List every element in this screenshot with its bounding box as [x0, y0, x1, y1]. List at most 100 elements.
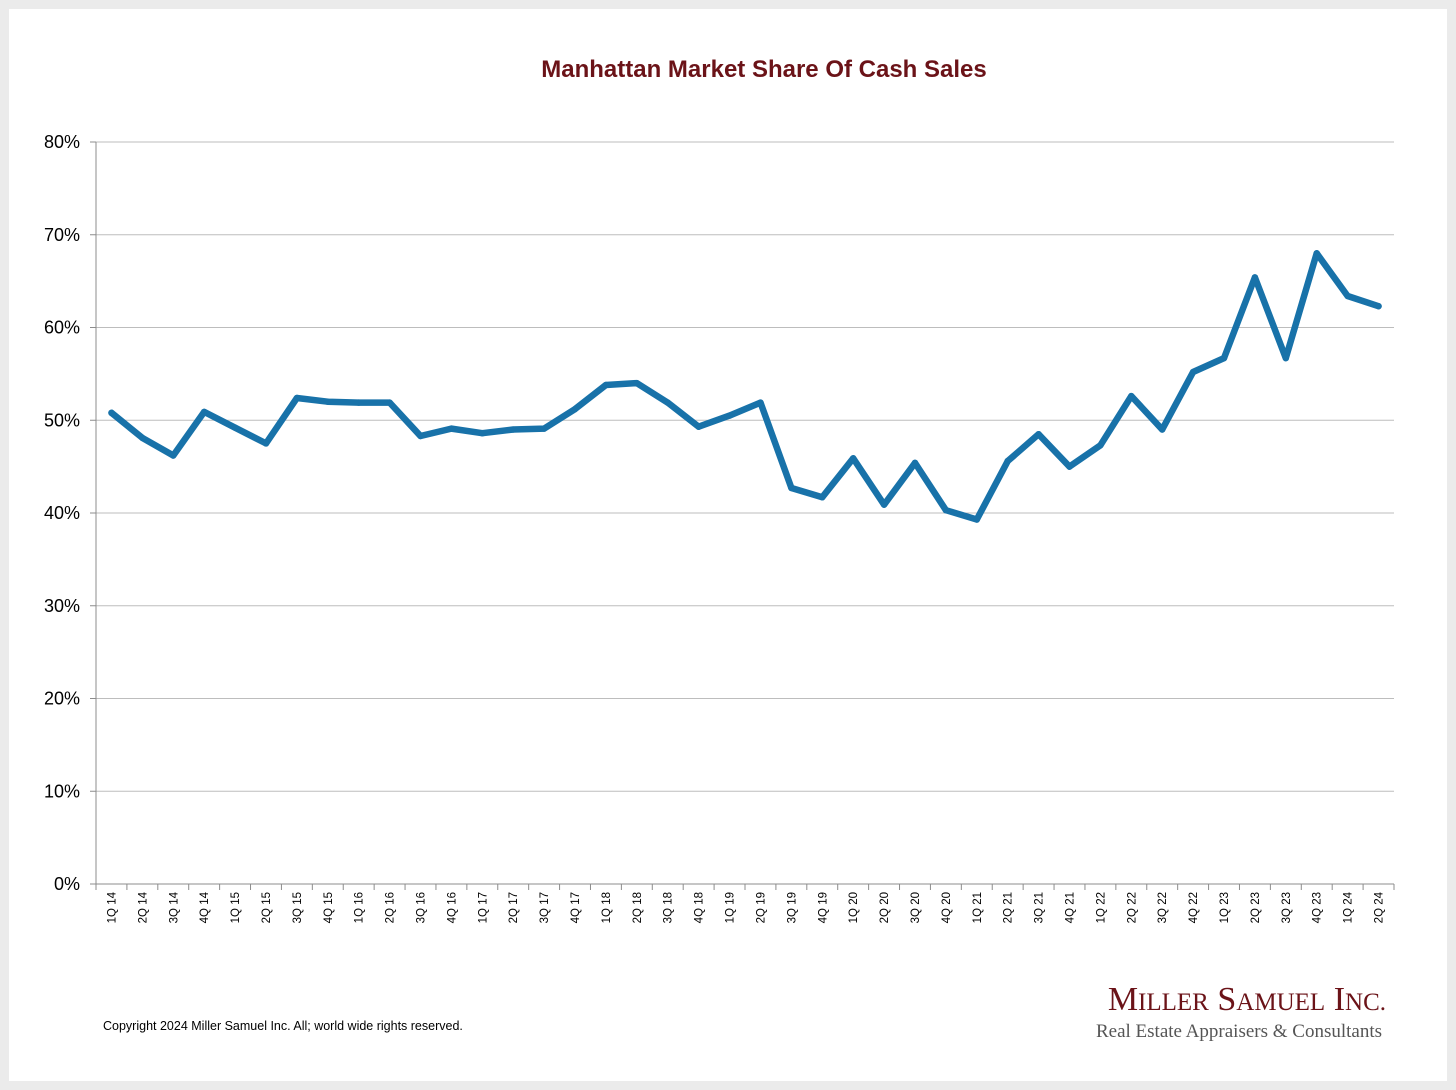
data-point — [1282, 354, 1290, 362]
y-tick-label: 60% — [44, 318, 80, 338]
x-tick-label: 1Q 16 — [354, 892, 366, 923]
x-tick-label: 1Q 18 — [601, 892, 613, 923]
data-point — [324, 398, 331, 405]
x-tick-label: 4Q 18 — [694, 892, 706, 923]
x-tick-label: 1Q 19 — [725, 892, 737, 923]
y-tick-label: 80% — [44, 132, 80, 152]
data-point — [417, 432, 424, 440]
data-point — [1375, 302, 1382, 310]
x-tick-label: 2Q 17 — [508, 892, 520, 923]
data-point — [1313, 250, 1320, 257]
y-tick-label: 50% — [44, 410, 80, 430]
y-tick-label: 10% — [44, 781, 80, 801]
data-point — [1251, 274, 1259, 281]
x-tick-label: 4Q 19 — [817, 892, 829, 923]
x-tick-label: 4Q 17 — [570, 892, 582, 923]
x-tick-label: 4Q 20 — [941, 892, 953, 923]
x-tick-label: 1Q 22 — [1095, 892, 1107, 923]
data-point — [510, 426, 517, 433]
data-point — [880, 501, 888, 508]
x-tick-label: 1Q 14 — [106, 891, 118, 923]
data-point — [1189, 368, 1197, 376]
y-tick-label: 30% — [44, 596, 80, 616]
data-point — [633, 379, 641, 387]
y-tick-label: 70% — [44, 225, 80, 245]
x-tick-label: 4Q 15 — [323, 892, 335, 923]
x-tick-label: 3Q 22 — [1157, 892, 1169, 923]
data-point — [1344, 292, 1351, 300]
x-tick-label: 3Q 23 — [1281, 892, 1293, 923]
y-tick-label: 40% — [44, 503, 80, 523]
x-tick-label: 2Q 15 — [261, 892, 273, 923]
data-point — [819, 494, 826, 501]
x-tick-label: 1Q 20 — [848, 892, 860, 923]
series-group — [108, 250, 1382, 523]
data-point — [1004, 457, 1011, 465]
data-point — [849, 455, 857, 462]
x-tick-label: 1Q 21 — [972, 892, 984, 923]
data-point — [139, 434, 146, 442]
x-tick-label: 3Q 21 — [1034, 892, 1046, 923]
data-point — [386, 399, 393, 406]
logo-subtitle: Real Estate Appraisers & Consultants — [1096, 1021, 1382, 1042]
x-tick-label: 1Q 15 — [230, 892, 242, 923]
logo-title: MILLER SAMUEL INC. — [1108, 981, 1386, 1018]
x-tick-label: 2Q 24 — [1374, 891, 1386, 923]
copyright-text: Copyright 2024 Miller Samuel Inc. All; w… — [103, 1019, 463, 1033]
axes — [90, 141, 1395, 890]
x-tick-label: 3Q 16 — [416, 892, 428, 923]
data-point — [231, 424, 239, 431]
x-tick-label: 4Q 23 — [1312, 892, 1324, 923]
x-tick-label: 4Q 22 — [1188, 892, 1200, 923]
data-point — [911, 459, 919, 467]
data-point — [602, 381, 610, 389]
x-tick-label: 2Q 21 — [1003, 892, 1015, 923]
x-tick-label: 4Q 16 — [446, 892, 458, 923]
x-tick-label: 1Q 24 — [1343, 891, 1355, 923]
data-point — [1159, 426, 1166, 433]
data-point — [726, 412, 733, 419]
x-tick-label: 3Q 15 — [292, 892, 304, 923]
x-tick-label: 2Q 20 — [879, 892, 891, 923]
y-axis-ticks: 0% 10% 20% 30% 40% 50% 60% 70% 80% — [44, 132, 80, 894]
y-tick-label: 0% — [54, 874, 80, 894]
data-point — [973, 516, 980, 523]
data-point — [695, 423, 702, 430]
x-tick-label: 2Q 14 — [137, 891, 149, 923]
series-line — [108, 250, 1382, 523]
data-point — [1220, 354, 1228, 362]
data-point — [1066, 463, 1073, 470]
x-tick-label: 2Q 18 — [632, 892, 644, 923]
y-tick-label: 20% — [44, 689, 80, 709]
x-tick-label: 3Q 14 — [168, 891, 180, 923]
data-point — [170, 452, 177, 459]
x-tick-label: 2Q 19 — [755, 892, 767, 923]
data-point — [355, 399, 362, 406]
data-point — [788, 484, 795, 492]
data-point — [942, 507, 950, 514]
x-tick-label: 3Q 17 — [539, 892, 551, 923]
x-tick-label: 2Q 22 — [1126, 892, 1138, 923]
data-point — [108, 409, 115, 417]
data-point — [571, 405, 579, 413]
data-point — [200, 408, 208, 416]
data-point — [448, 425, 455, 432]
x-tick-label: 2Q 16 — [385, 892, 397, 923]
x-tick-label: 4Q 21 — [1065, 892, 1077, 923]
x-tick-label: 2Q 23 — [1250, 892, 1262, 923]
data-point — [479, 430, 486, 437]
grid — [96, 141, 1394, 792]
data-point — [293, 394, 301, 402]
x-axis-ticks: 1Q 14 2Q 14 3Q 14 4Q 14 1Q 15 2Q 15 3Q 15 4Q 15… — [106, 891, 1385, 923]
x-tick-label: 3Q 20 — [910, 892, 922, 923]
data-point — [1128, 392, 1135, 400]
data-point — [1035, 430, 1042, 438]
chart-frame — [9, 9, 1447, 1081]
data-point — [540, 425, 548, 432]
data-point — [757, 399, 764, 406]
x-tick-label: 4Q 14 — [199, 891, 211, 923]
data-point — [664, 399, 671, 406]
chart-title: Manhattan Market Share Of Cash Sales — [541, 56, 986, 83]
x-tick-label: 1Q 17 — [477, 892, 489, 923]
